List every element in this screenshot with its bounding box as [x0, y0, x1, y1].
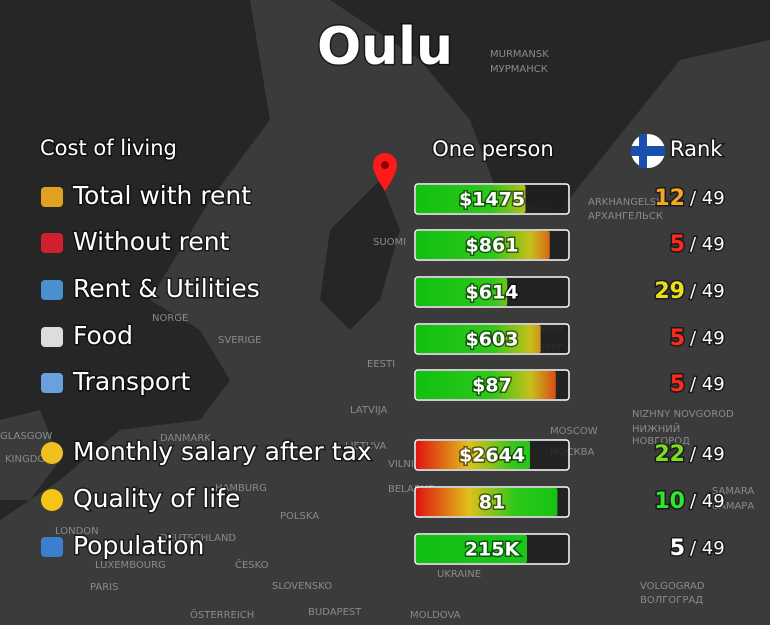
map-label: SLOVENSKO: [272, 581, 332, 592]
map-label: VILNIUS: [388, 459, 427, 470]
bar-value: $861: [466, 235, 519, 257]
bar-fill: [416, 535, 527, 563]
row-label: Without rent: [73, 227, 230, 256]
map-label: EESTI: [367, 359, 395, 370]
bar-fill: [416, 278, 508, 306]
map-label: ВОЛГОГРАД: [640, 595, 703, 606]
row-icon: [41, 373, 63, 393]
row-icon: [41, 327, 63, 347]
title: Oulu: [317, 17, 453, 77]
map-label: GLASGOW: [0, 431, 52, 442]
row-icon: [41, 442, 63, 464]
map-label: САМАРА: [712, 501, 754, 512]
row-icon: [41, 280, 63, 300]
rank-total: / 49: [690, 491, 725, 512]
map-label: SUOMI: [373, 237, 406, 248]
bar-fill: [416, 185, 526, 213]
row-icon: [41, 233, 63, 253]
location-pin: [373, 153, 397, 191]
header-left: Cost of living: [40, 136, 177, 160]
bar-value: $1475: [459, 189, 525, 211]
map-label: BUDAPEST: [308, 607, 362, 618]
bar-value: 215K: [465, 539, 521, 561]
pin-dot: [381, 161, 389, 169]
rank-total: / 49: [690, 281, 725, 302]
bar-value: $603: [466, 329, 519, 351]
rank-total: / 49: [690, 328, 725, 349]
rank-total: / 49: [690, 538, 725, 559]
bar-fill: [416, 325, 541, 353]
map-label: BELARUS: [388, 484, 434, 495]
map-label: MURMANSK: [490, 49, 549, 60]
map-label: LONDON: [55, 526, 99, 537]
rank-total: / 49: [690, 234, 725, 255]
rank-total: / 49: [690, 188, 725, 209]
map-label: HAMBURG: [215, 483, 267, 494]
row-icon: [41, 489, 63, 511]
map-label: MOSCOW: [550, 426, 598, 437]
bar-fill: [416, 371, 556, 399]
map-label: ÖSTERREICH: [190, 608, 254, 621]
map-label: ČESKO: [235, 558, 269, 571]
map-label: МОСКВА: [550, 447, 594, 458]
map-label: НИЖНИЙ: [632, 422, 680, 435]
rank: 22: [654, 442, 685, 467]
bar-value: $2644: [459, 445, 525, 467]
row-label: Population: [73, 531, 204, 560]
map-label: SAMARA: [712, 486, 754, 497]
map-label: НОВГОРОД: [632, 436, 690, 447]
map-label: KINGDOM: [5, 454, 54, 465]
map-label: LATVIJA: [350, 405, 388, 416]
rank: 10: [654, 489, 685, 514]
map-label: ARKHANGELSK: [588, 197, 663, 208]
map-label: МУРМАНСК: [490, 64, 548, 75]
flag: [631, 134, 665, 168]
map-label: DEUTSCHLAND: [160, 533, 236, 544]
bar-value: 81: [479, 492, 505, 514]
map-label: АРХАНГЕЛЬСК: [588, 211, 663, 222]
rank: 5: [670, 536, 685, 561]
map-label: VOLGOGRAD: [640, 581, 705, 592]
rank: 5: [670, 232, 685, 257]
bar-fill: [416, 231, 550, 259]
map-label: MOLDOVA: [410, 610, 461, 621]
row-icon: [41, 537, 63, 557]
map-label: SVERIGE: [218, 335, 261, 346]
bar-value: $614: [466, 282, 519, 304]
map-label: DANMARK: [160, 433, 211, 444]
map-label: NORGE: [152, 313, 188, 324]
sea: [320, 180, 400, 330]
rank-total: / 49: [690, 444, 725, 465]
rank-total: / 49: [690, 374, 725, 395]
map-label: NIZHNY NOVGOROD: [632, 409, 734, 420]
bar-value: $87: [472, 375, 512, 397]
row-label: Quality of life: [73, 484, 240, 513]
rank: 12: [654, 186, 685, 211]
row-icon: [41, 187, 63, 207]
map-label: LUXEMBOURG: [95, 560, 166, 571]
header-right: Rank: [670, 137, 723, 161]
bar-fill: [416, 441, 530, 469]
bar-fill: [416, 488, 558, 516]
row-label: Food: [73, 321, 133, 350]
map-label: POLSKA: [280, 511, 319, 522]
map-label: LIETUVA: [345, 441, 386, 452]
row-label: Transport: [72, 367, 191, 396]
row-label: Monthly salary after tax: [73, 437, 372, 466]
map-label: PARIS: [90, 582, 118, 593]
rank: 5: [670, 372, 685, 397]
header-middle: One person: [432, 137, 553, 161]
row-label: Total with rent: [72, 181, 251, 210]
row-label: Rent & Utilities: [73, 274, 260, 303]
map-label: UKRAINE: [437, 569, 481, 580]
rank: 29: [654, 279, 685, 304]
rank: 5: [670, 326, 685, 351]
